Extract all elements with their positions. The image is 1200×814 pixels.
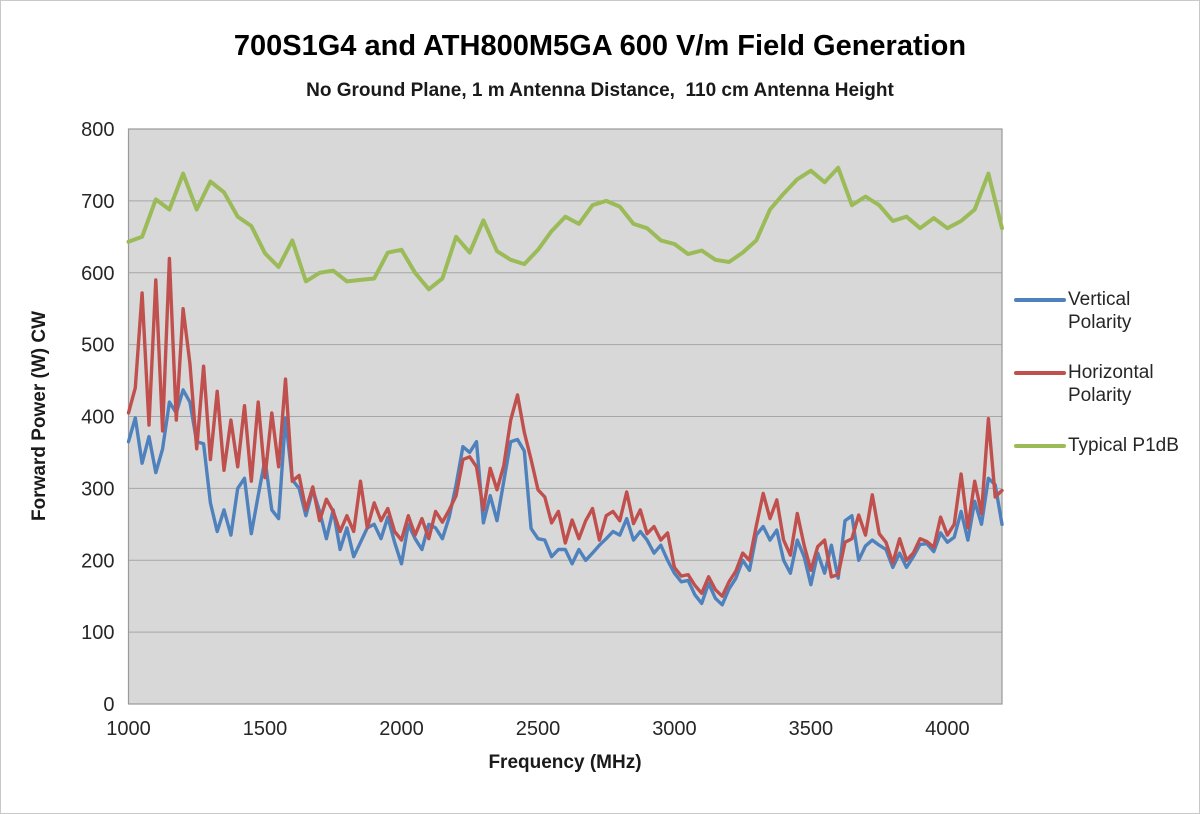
y-tick-label: 100	[81, 622, 114, 644]
legend-item-horizontal-polarity: Horizontal Polarity	[1014, 361, 1180, 407]
legend: Vertical Polarity Horizontal Polarity Typi…	[1014, 288, 1180, 484]
plot-border	[127, 128, 1003, 705]
y-tick-label: 200	[81, 550, 114, 572]
y-tick-label: 400	[81, 407, 114, 429]
x-axis-title: Frequency (MHz)	[488, 752, 642, 773]
x-tick-label: 1500	[243, 718, 288, 740]
series-line-horizontal-polarity	[126, 256, 1004, 598]
x-tick-label: 2500	[516, 718, 561, 740]
y-tick-label: 700	[81, 191, 114, 213]
x-tick-label: 3500	[789, 718, 834, 740]
series-line-vertical-polarity	[126, 388, 1004, 607]
x-tick-label: 2000	[379, 718, 424, 740]
legend-label: Horizontal Polarity	[1068, 362, 1154, 406]
y-tick-label: 0	[103, 694, 114, 716]
y-tick-label: 600	[81, 263, 114, 285]
legend-label: Vertical Polarity	[1068, 289, 1132, 333]
series-line-typical-p1db	[126, 165, 1004, 292]
legend-item-typical-p1db: Typical P1dB	[1014, 434, 1180, 457]
legend-label: Typical P1dB	[1068, 435, 1179, 456]
chart-title: 700S1G4 and ATH800M5GA 600 V/m Field Gen…	[233, 30, 967, 62]
x-tick-label: 3000	[652, 718, 697, 740]
legend-swatch-vertical-polarity	[1014, 298, 1066, 302]
legend-swatch-typical-p1db	[1014, 444, 1066, 448]
legend-swatch-horizontal-polarity	[1014, 371, 1066, 375]
y-tick-label: 300	[81, 478, 114, 500]
x-tick-label: 1000	[106, 718, 151, 740]
y-axis-title: Forward Power (W) CW	[29, 310, 50, 522]
x-tick-label: 4000	[925, 718, 970, 740]
legend-item-vertical-polarity: Vertical Polarity	[1014, 288, 1180, 334]
chart-subtitle: No Ground Plane, 1 m Antenna Distance, 1…	[306, 80, 894, 101]
y-tick-label: 500	[81, 335, 114, 357]
y-tick-label: 800	[81, 119, 114, 141]
